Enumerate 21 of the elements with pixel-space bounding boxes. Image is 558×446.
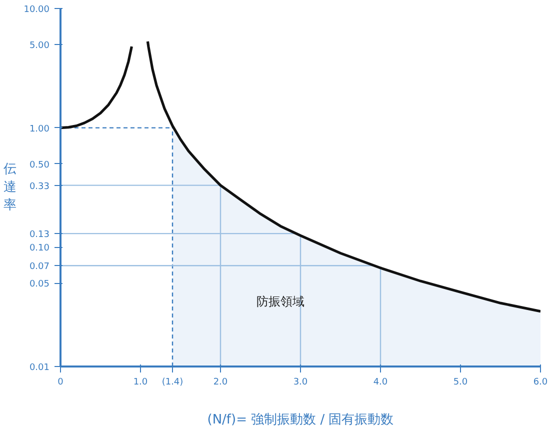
- y-tick-label: 1.00: [29, 124, 50, 134]
- y-tick-label: 0.05: [29, 280, 50, 290]
- x-tick-label: 1.0: [133, 378, 148, 388]
- y-tick-label: 0.50: [29, 160, 50, 170]
- x-tick-label: 0: [58, 378, 64, 388]
- y-tick-label: 5.00: [29, 40, 50, 51]
- x-axis-title: (N/f)= 強制振動数 / 固有振動数: [207, 412, 394, 428]
- x-tick-label: 2.0: [213, 378, 228, 388]
- y-tick-label: 0.33: [29, 182, 50, 192]
- y-tick-label: 0.07: [29, 262, 50, 272]
- annotation: 防振領域: [256, 294, 304, 309]
- x-tick-label: 4.0: [373, 378, 388, 388]
- x-tick-label: 6.0: [533, 378, 548, 388]
- y-tick-label: 0.13: [29, 230, 50, 240]
- x-tick-label: 5.0: [453, 378, 468, 388]
- x-tick-label: (1.4): [162, 378, 184, 388]
- y-tick-label: 0.10: [29, 244, 50, 254]
- x-tick-label: 3.0: [293, 378, 308, 388]
- y-axis-title: 伝達率: [4, 162, 17, 213]
- y-tick-label: 10.00: [24, 5, 50, 15]
- y-tick-label: 0.01: [29, 363, 50, 373]
